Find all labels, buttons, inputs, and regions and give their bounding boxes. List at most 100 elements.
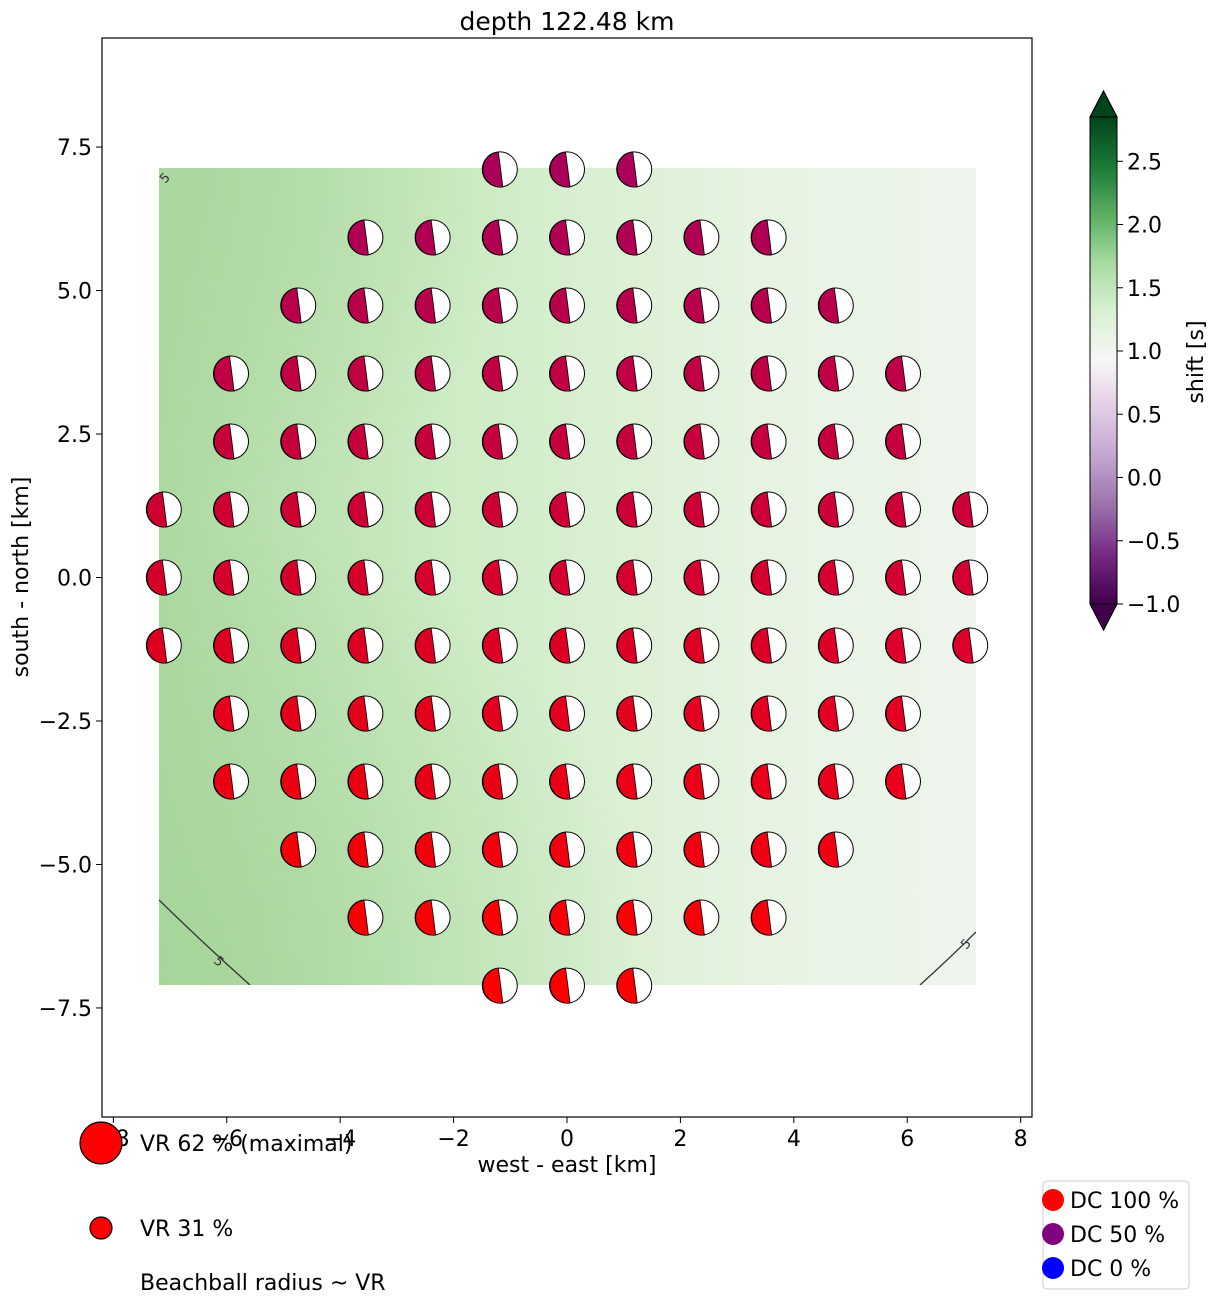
beachball	[952, 627, 989, 664]
beachball	[750, 559, 787, 596]
beachball	[549, 559, 585, 596]
beachball	[347, 287, 384, 324]
beachball	[884, 695, 921, 732]
beachball	[414, 763, 451, 800]
beachball	[683, 355, 720, 392]
beachball	[280, 831, 317, 868]
beachball	[549, 491, 585, 528]
beachball	[750, 355, 787, 392]
beachball	[145, 627, 182, 664]
beachball	[616, 491, 653, 528]
x-axis-title: west - east [km]	[478, 1153, 657, 1178]
beachball	[347, 219, 384, 256]
beachball	[817, 287, 854, 324]
beachball	[549, 287, 585, 324]
beachball	[750, 763, 787, 800]
beachball	[616, 831, 653, 868]
beachball	[481, 287, 518, 324]
y-tick-label: 2.5	[57, 423, 92, 448]
beachball	[347, 627, 384, 664]
beachball	[213, 627, 250, 664]
beachball	[280, 763, 317, 800]
beachball	[616, 219, 653, 256]
legend-ball-max	[79, 1121, 123, 1165]
beachball	[616, 899, 653, 936]
beachball	[280, 423, 317, 460]
y-axis: −7.5 −5.0 −2.5 0.0 2.5 5.0 7.5	[39, 136, 102, 1022]
x-tick-label: 4	[787, 1127, 801, 1152]
beachball	[347, 899, 384, 936]
beachball	[884, 627, 921, 664]
colorbar-extend-max	[1089, 89, 1118, 118]
beachball-grid	[145, 151, 989, 1004]
colorbar-body	[1090, 117, 1117, 604]
colorbar-label: shift [s]	[1184, 320, 1209, 403]
beachball	[549, 899, 585, 936]
beachball	[549, 423, 585, 460]
beachball	[347, 695, 384, 732]
beachball	[481, 355, 518, 392]
beachball	[481, 219, 518, 256]
beachball	[817, 355, 854, 392]
colorbar-tick-label: 0.5	[1127, 403, 1162, 428]
beachball	[280, 627, 317, 664]
beachball	[952, 559, 989, 596]
beachball	[414, 695, 451, 732]
beachball	[683, 219, 720, 256]
colorbar-tick-label: 1.0	[1127, 340, 1162, 365]
x-tick-label: 2	[673, 1127, 687, 1152]
beachball	[481, 695, 518, 732]
colorbar-tick-label: −1.0	[1127, 593, 1180, 618]
beachball	[481, 831, 518, 868]
beachball	[817, 627, 854, 664]
dc-legend: DC 100 % DC 50 % DC 0 %	[1042, 1180, 1190, 1290]
beachball	[616, 967, 653, 1004]
beachball	[347, 831, 384, 868]
beachball	[616, 763, 653, 800]
y-tick-label: 0.0	[57, 567, 92, 592]
chart-title: depth 122.48 km	[460, 7, 675, 36]
beachball	[549, 831, 585, 868]
beachball	[750, 899, 787, 936]
beachball	[414, 219, 451, 256]
beachball	[280, 355, 317, 392]
beachball	[884, 559, 921, 596]
colorbar-tick-label: 2.0	[1127, 214, 1162, 239]
beachball	[414, 899, 451, 936]
beachball	[884, 491, 921, 528]
beachball	[549, 151, 585, 188]
beachball	[481, 967, 518, 1004]
beachball	[750, 627, 787, 664]
beachball	[145, 559, 182, 596]
beachball	[884, 423, 921, 460]
dc-50-marker	[1042, 1223, 1064, 1245]
beachball	[145, 491, 182, 528]
beachball	[817, 763, 854, 800]
beachball	[750, 831, 787, 868]
y-tick-label: −7.5	[39, 997, 92, 1022]
beachball	[481, 491, 518, 528]
beachball	[817, 695, 854, 732]
beachball	[683, 763, 720, 800]
beachball	[683, 627, 720, 664]
beachball	[750, 219, 787, 256]
y-tick-label: 7.5	[57, 136, 92, 161]
colorbar-outline	[1089, 89, 1118, 632]
dc-100-label: DC 100 %	[1070, 1189, 1179, 1214]
colorbar: −1.0 −0.5 0.0 0.5 1.0 1.5 2.0 2.5 shift [s]	[1089, 89, 1209, 632]
beachball	[683, 491, 720, 528]
beachball	[414, 287, 451, 324]
vr-size-legend: VR 62 % (maximal) VR 31 % Beachball radi…	[79, 1121, 386, 1296]
beachball	[750, 695, 787, 732]
beachball	[750, 491, 787, 528]
colorbar-tick-label: 0.0	[1127, 467, 1162, 492]
beachball	[414, 627, 451, 664]
beachball	[750, 423, 787, 460]
y-tick-label: −2.5	[39, 710, 92, 735]
beachball	[481, 899, 518, 936]
contour-line-bottom-left	[159, 899, 251, 985]
beachball	[347, 559, 384, 596]
x-tick-label: 8	[1014, 1127, 1028, 1152]
beachball	[616, 627, 653, 664]
beachball	[549, 627, 585, 664]
